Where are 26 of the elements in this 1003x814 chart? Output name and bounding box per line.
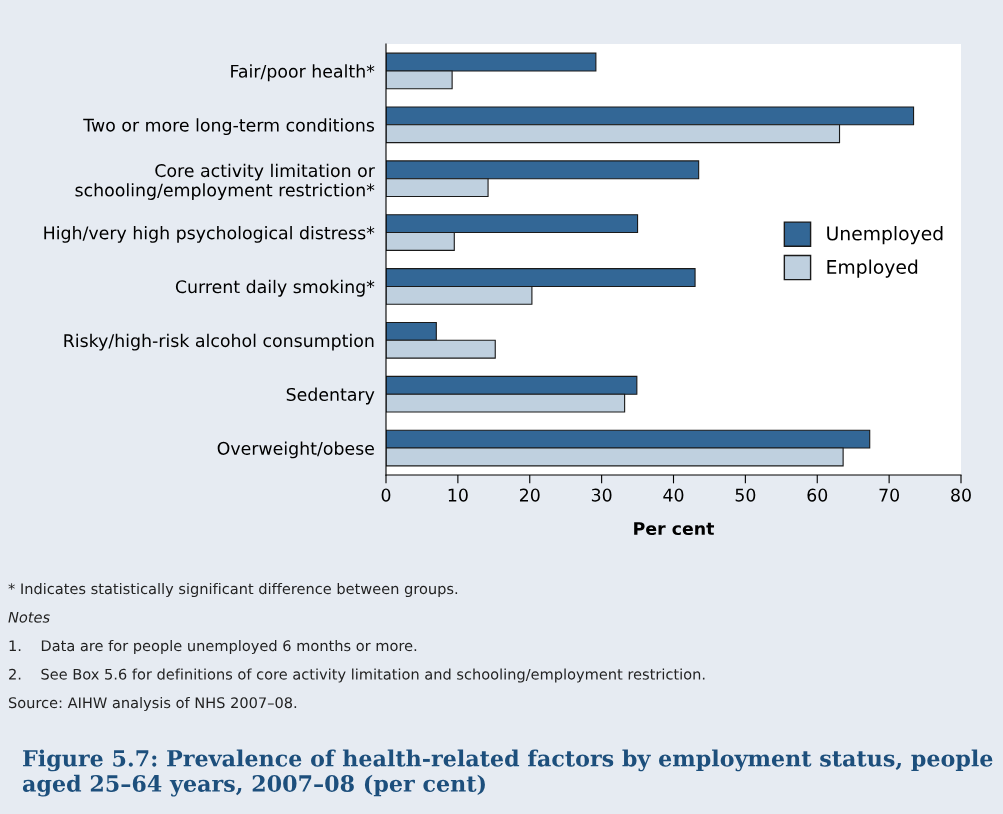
legend-label: Employed: [827, 259, 918, 278]
text: 1. Data are for people unemployed 6 months or more.: [9, 639, 417, 655]
y-tick-label: High/very high psychological distress*: [44, 225, 375, 243]
y-tick-label: Core activity limitation or schooling/employment restriction*: [75, 163, 375, 200]
text: * Indicates statistically significant difference between groups.: [8, 582, 458, 598]
x-tick-label: 30: [591, 488, 612, 502]
y-tick-label: Sedentary: [286, 387, 375, 405]
text: Figure 5.7: Prevalence of health-related factors by employment status, people aged 25–64 years, 2007–08 (per cent): [22, 749, 993, 797]
source-note: Source: AIHW analysis of NHS 2007–08.: [8, 696, 297, 712]
x-tick-label: 50: [735, 488, 756, 502]
y-tick-label: Risky/high-risk alcohol consumption: [64, 333, 374, 351]
x-axis-title: Per cent: [634, 522, 715, 536]
y-tick-label: Fair/poor health*: [231, 64, 375, 82]
text: Notes: [8, 611, 50, 623]
x-tick-label: 10: [448, 488, 468, 502]
x-tick-label: 20: [519, 488, 540, 502]
y-tick-label: Two or more long-term conditions: [83, 118, 375, 136]
text: 2. See Box 5.6 for definitions of core activity limitation and schooling/employment restriction.: [9, 668, 705, 683]
x-tick-label: 70: [879, 488, 900, 502]
x-tick-label: 80: [951, 488, 971, 502]
y-tick-label: Overweight/obese: [217, 441, 374, 459]
x-tick-label: 40: [663, 488, 684, 502]
y-tick-label: Current daily smoking*: [175, 279, 375, 297]
x-tick-label: 60: [807, 488, 828, 502]
legend-label: Unemployed: [827, 226, 943, 245]
x-tick-label: 0: [381, 488, 391, 502]
